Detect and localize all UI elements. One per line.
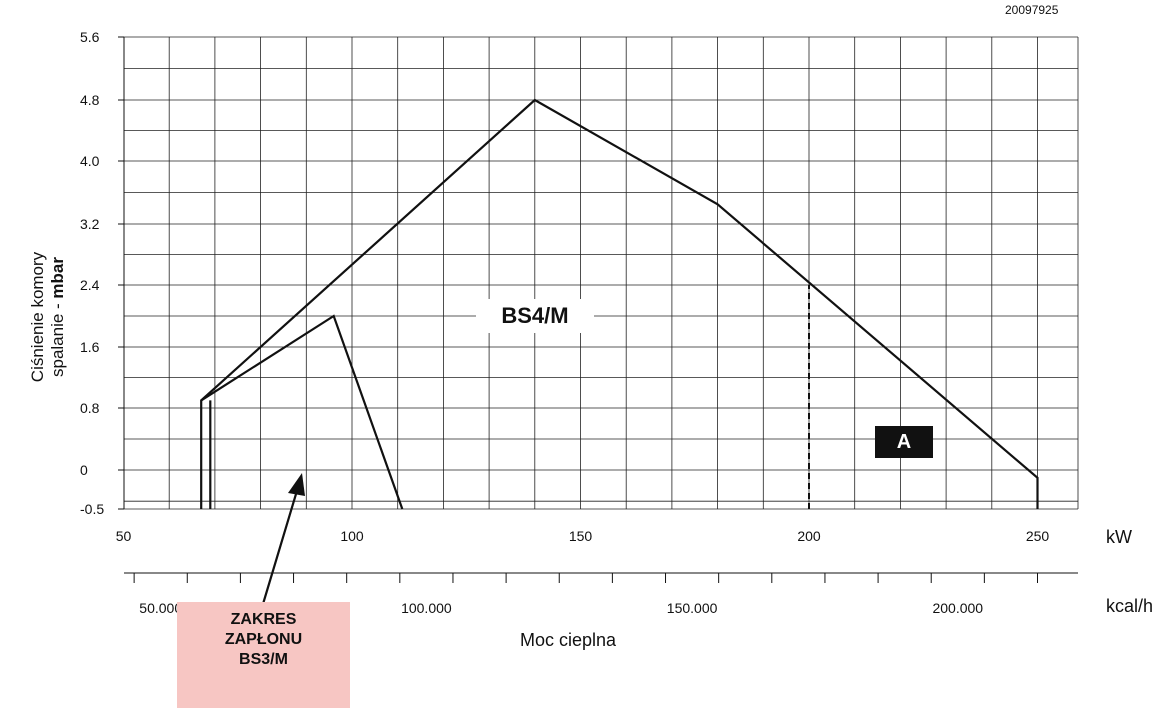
- zone-badge: A: [875, 426, 933, 458]
- y-tick-label: 5.6: [80, 29, 100, 45]
- series-line-bs3-m: [200, 314, 404, 510]
- x-axis-title: Moc cieplna: [520, 630, 617, 650]
- y-tick-label: 2.4: [80, 277, 100, 293]
- x-tick-label: 200: [797, 528, 821, 544]
- x-tick-label: 150: [569, 528, 593, 544]
- callout-arrow-head: [288, 473, 305, 496]
- model-label: BS4/M: [476, 299, 594, 333]
- y-tick-label: 1.6: [80, 339, 100, 355]
- y-tick-label: 4.0: [80, 153, 100, 169]
- callout-arrow-line: [261, 483, 301, 605]
- series-line-bs4-m: [200, 98, 1039, 509]
- callout-line3: BS3/M: [239, 651, 288, 668]
- y-tick-label: 4.8: [80, 92, 100, 108]
- y-tick-label: 3.2: [80, 216, 100, 232]
- callout-line1: ZAKRES: [230, 611, 297, 628]
- x-tick-label: 50: [116, 528, 132, 544]
- kcal-tick-label: 200.000: [932, 600, 983, 616]
- kcal-unit-label: kcal/h: [1106, 596, 1154, 616]
- kcal-tick-label: 50.000: [139, 600, 182, 616]
- ignition-range-callout: ZAKRES ZAPŁONU BS3/M: [177, 602, 350, 708]
- kcal-tick-label: 150.000: [667, 600, 718, 616]
- y-tick-label: -0.5: [80, 501, 104, 517]
- y-tick-label: 0.8: [80, 400, 100, 416]
- y-tick-label: 0: [80, 462, 88, 478]
- x-tick-label: 250: [1026, 528, 1050, 544]
- x-tick-label: 100: [340, 528, 364, 544]
- kcal-tick-label: 100.000: [401, 600, 452, 616]
- kw-unit-label: kW: [1106, 527, 1132, 547]
- document-code: 20097925: [1005, 3, 1059, 17]
- callout-line2: ZAPŁONU: [224, 631, 303, 648]
